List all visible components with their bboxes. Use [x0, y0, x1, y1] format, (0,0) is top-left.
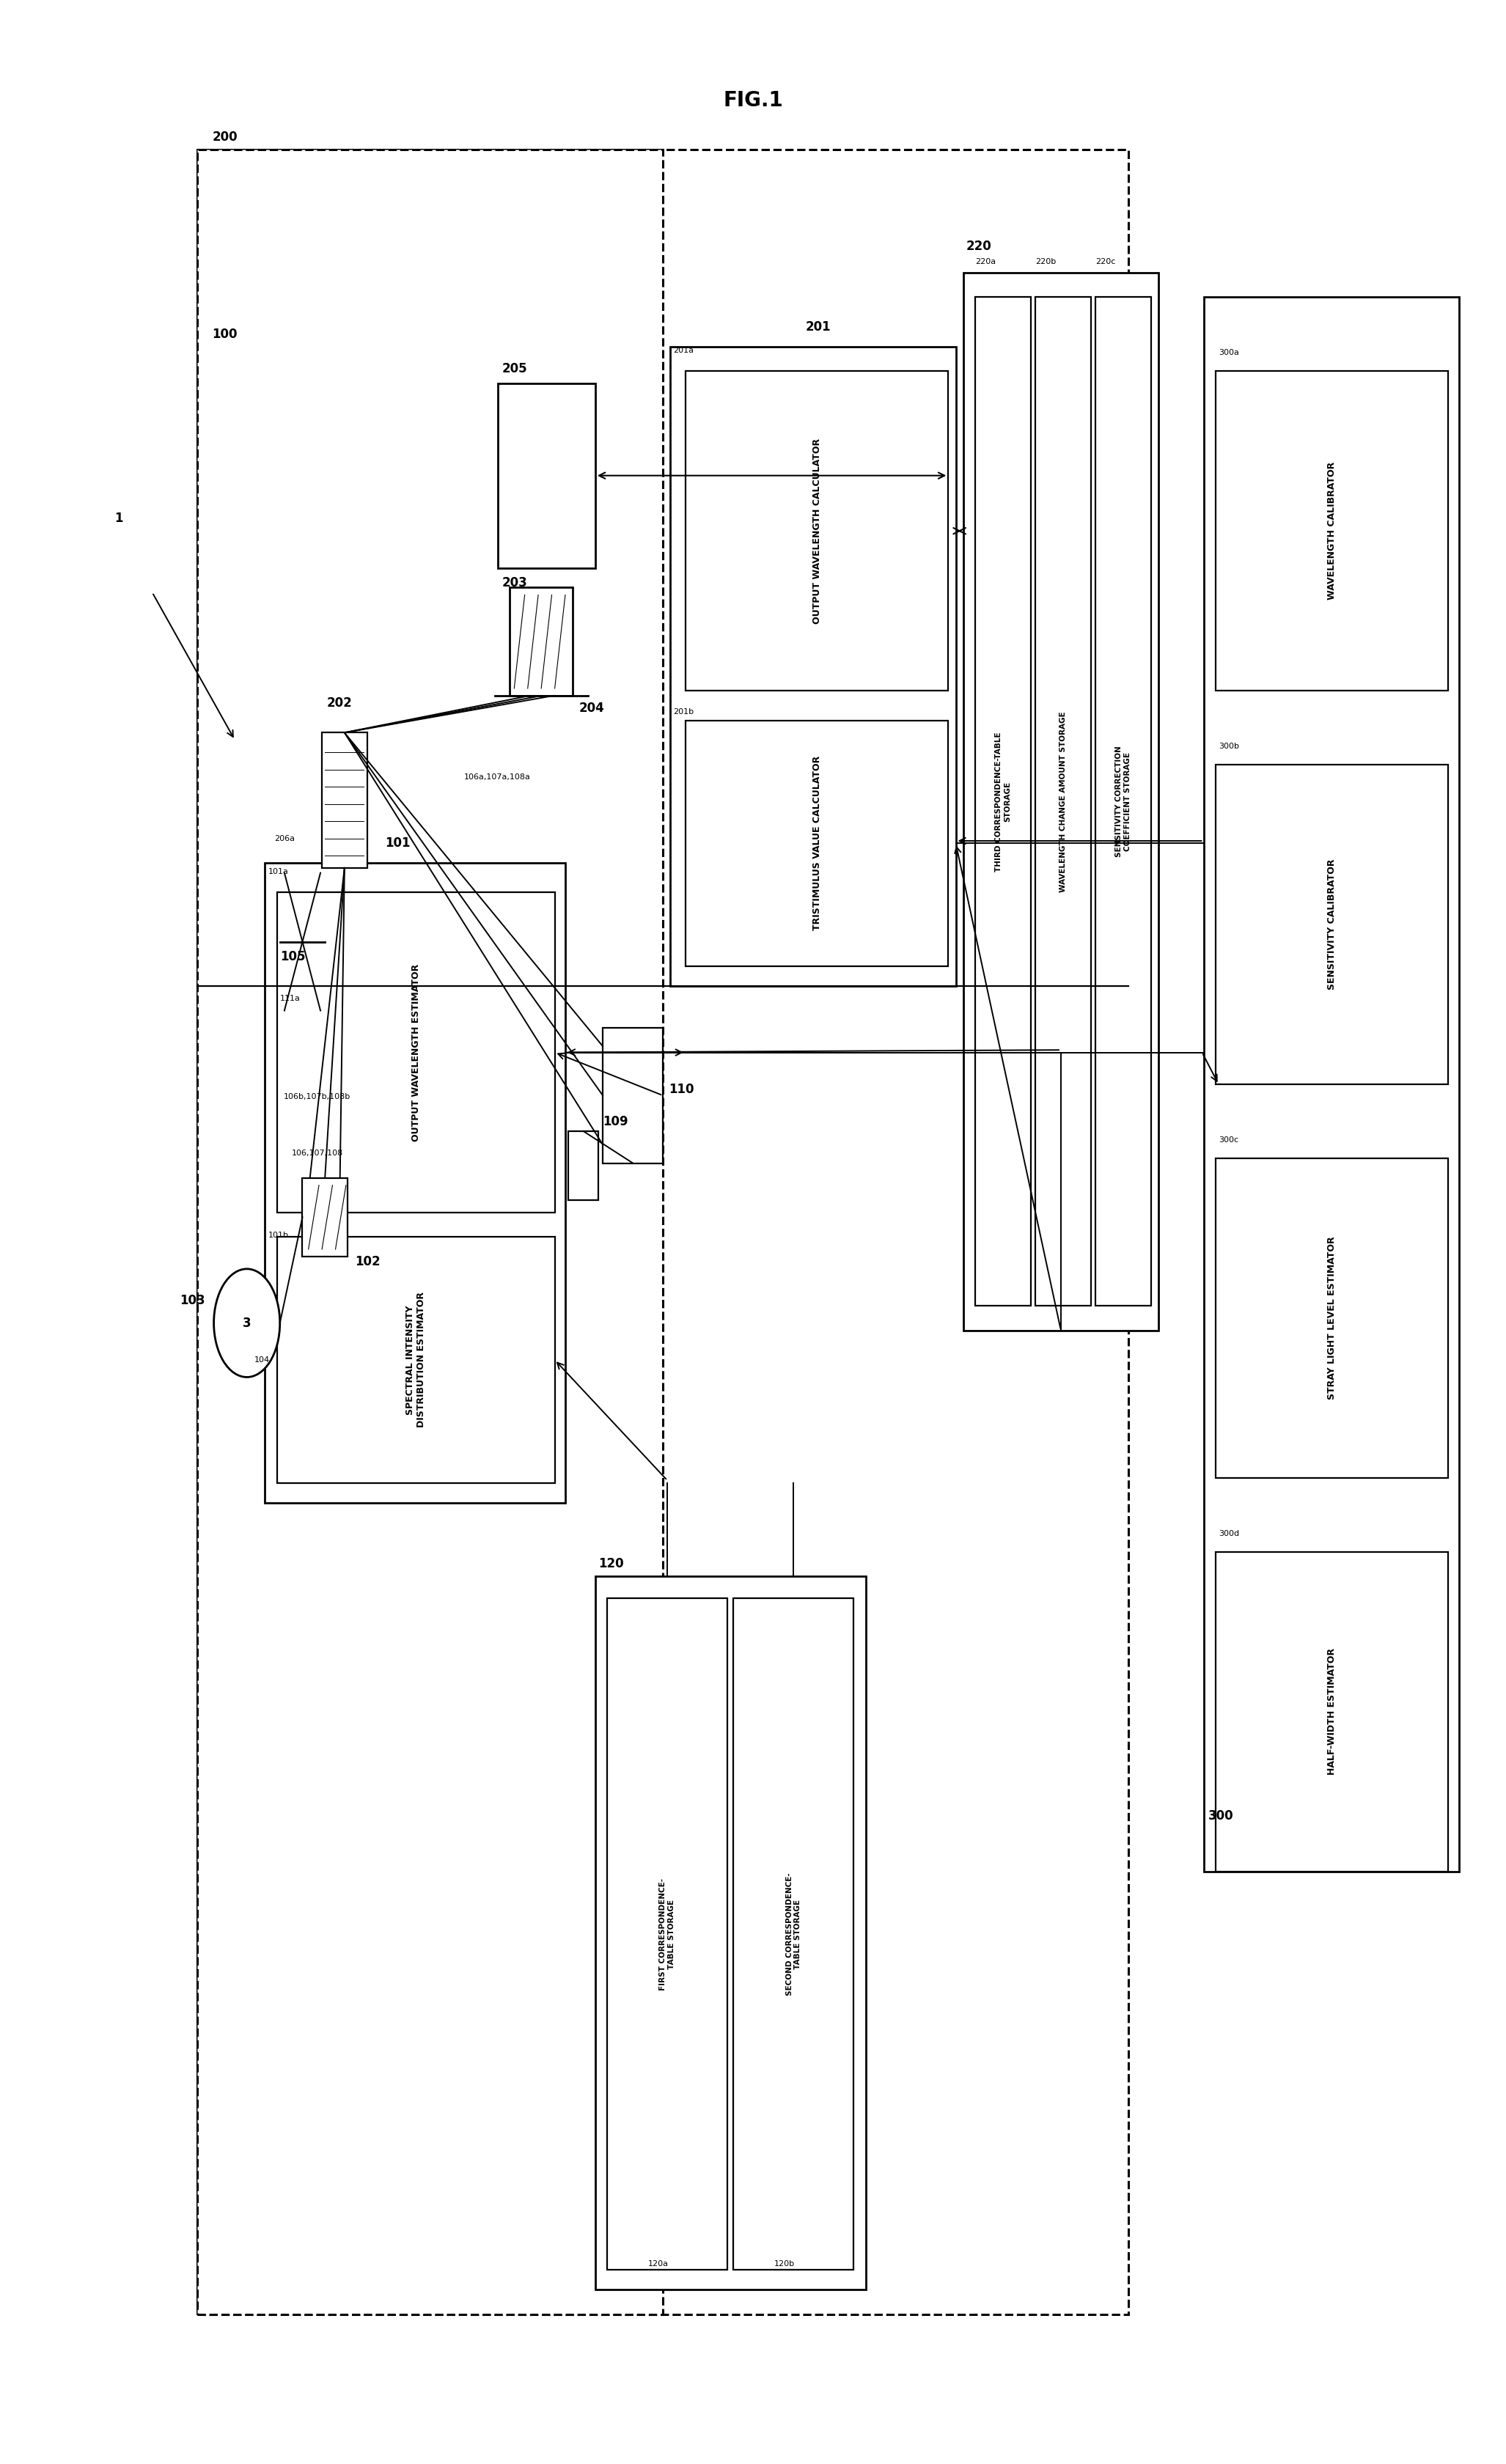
- Bar: [685, 372, 949, 690]
- Text: 106a,107a,108a: 106a,107a,108a: [464, 774, 532, 781]
- Text: 3: 3: [242, 1316, 252, 1331]
- Bar: [1215, 1158, 1449, 1478]
- Text: 300a: 300a: [1218, 350, 1239, 357]
- Text: 110: 110: [669, 1082, 694, 1096]
- Bar: [1203, 298, 1459, 1873]
- Text: 201b: 201b: [673, 707, 694, 715]
- Bar: [976, 298, 1030, 1306]
- Bar: [197, 150, 663, 2314]
- Bar: [733, 1599, 854, 2269]
- Text: 204: 204: [578, 702, 604, 715]
- Text: SECOND CORRESPONDENCE-
TABLE STORAGE: SECOND CORRESPONDENCE- TABLE STORAGE: [786, 1873, 801, 1996]
- Text: 1: 1: [114, 513, 123, 525]
- Bar: [1035, 298, 1090, 1306]
- Bar: [265, 862, 565, 1503]
- Text: FIG.1: FIG.1: [723, 91, 783, 111]
- Text: 111a: 111a: [280, 995, 300, 1003]
- Text: 101b: 101b: [268, 1232, 289, 1239]
- Text: 201: 201: [806, 320, 831, 333]
- Text: FIRST CORRESPONDENCE-
TABLE STORAGE: FIRST CORRESPONDENCE- TABLE STORAGE: [660, 1878, 675, 1991]
- Bar: [607, 1599, 727, 2269]
- Bar: [277, 1237, 554, 1483]
- Text: 109: 109: [602, 1114, 628, 1129]
- Text: 201a: 201a: [673, 347, 694, 355]
- Text: 206a: 206a: [274, 835, 295, 843]
- Text: WAVELENGTH CHANGE AMOUNT STORAGE: WAVELENGTH CHANGE AMOUNT STORAGE: [1060, 712, 1066, 892]
- Text: WAVELENGTH CALIBRATOR: WAVELENGTH CALIBRATOR: [1327, 461, 1337, 599]
- Text: 102: 102: [355, 1254, 381, 1269]
- Text: 202: 202: [327, 697, 352, 710]
- Text: 200: 200: [212, 131, 238, 143]
- Text: 101: 101: [386, 838, 410, 850]
- Text: 120b: 120b: [774, 2259, 795, 2267]
- Bar: [322, 732, 367, 867]
- Text: 106b,107b,108b: 106b,107b,108b: [285, 1094, 351, 1101]
- Circle shape: [214, 1269, 280, 1377]
- Text: 101a: 101a: [268, 867, 288, 875]
- Text: 120a: 120a: [648, 2259, 669, 2267]
- Text: 220b: 220b: [1035, 259, 1056, 266]
- Bar: [1215, 1552, 1449, 1873]
- Text: 220: 220: [967, 239, 992, 254]
- Text: TRISTIMULUS VALUE CALCULATOR: TRISTIMULUS VALUE CALCULATOR: [812, 756, 822, 931]
- Text: 203: 203: [501, 577, 527, 589]
- Text: 106,107,108: 106,107,108: [292, 1151, 343, 1158]
- Bar: [964, 274, 1158, 1331]
- Bar: [602, 1027, 663, 1163]
- Text: 220a: 220a: [976, 259, 995, 266]
- Text: THIRD CORRESPONDENCE-TABLE
STORAGE: THIRD CORRESPONDENCE-TABLE STORAGE: [995, 732, 1011, 872]
- Text: 300c: 300c: [1218, 1136, 1238, 1143]
- Bar: [670, 347, 956, 986]
- Bar: [509, 586, 572, 695]
- Text: 300: 300: [1208, 1809, 1233, 1823]
- Text: STRAY LIGHT LEVEL ESTIMATOR: STRAY LIGHT LEVEL ESTIMATOR: [1327, 1237, 1337, 1400]
- Bar: [685, 719, 949, 966]
- Text: 105: 105: [280, 951, 306, 963]
- Bar: [197, 150, 1128, 2314]
- Text: 100: 100: [212, 328, 238, 340]
- Text: OUTPUT WAVELENGTH ESTIMATOR: OUTPUT WAVELENGTH ESTIMATOR: [411, 963, 420, 1141]
- Bar: [595, 1577, 866, 2289]
- Bar: [568, 1131, 598, 1200]
- Text: 220c: 220c: [1095, 259, 1116, 266]
- Text: 103: 103: [179, 1294, 205, 1308]
- Bar: [497, 384, 595, 567]
- Text: 205: 205: [501, 362, 527, 375]
- Text: HALF-WIDTH ESTIMATOR: HALF-WIDTH ESTIMATOR: [1327, 1648, 1337, 1774]
- Bar: [277, 892, 554, 1212]
- Text: 104: 104: [255, 1355, 270, 1363]
- Text: SENSITIVITY CALIBRATOR: SENSITIVITY CALIBRATOR: [1327, 860, 1337, 991]
- Text: SENSITIVITY CORRECTION
COEFFICIENT STORAGE: SENSITIVITY CORRECTION COEFFICIENT STORA…: [1116, 747, 1131, 857]
- Text: 300d: 300d: [1218, 1530, 1239, 1538]
- Text: 300b: 300b: [1218, 742, 1239, 749]
- Bar: [1215, 764, 1449, 1084]
- Text: 120: 120: [598, 1557, 623, 1570]
- Bar: [1095, 298, 1151, 1306]
- Bar: [303, 1178, 348, 1257]
- Text: SPECTRAL INTENSITY
DISTRIBUTION ESTIMATOR: SPECTRAL INTENSITY DISTRIBUTION ESTIMATO…: [405, 1291, 426, 1427]
- Text: OUTPUT WAVELENGTH CALCULATOR: OUTPUT WAVELENGTH CALCULATOR: [812, 439, 822, 623]
- Bar: [1215, 372, 1449, 690]
